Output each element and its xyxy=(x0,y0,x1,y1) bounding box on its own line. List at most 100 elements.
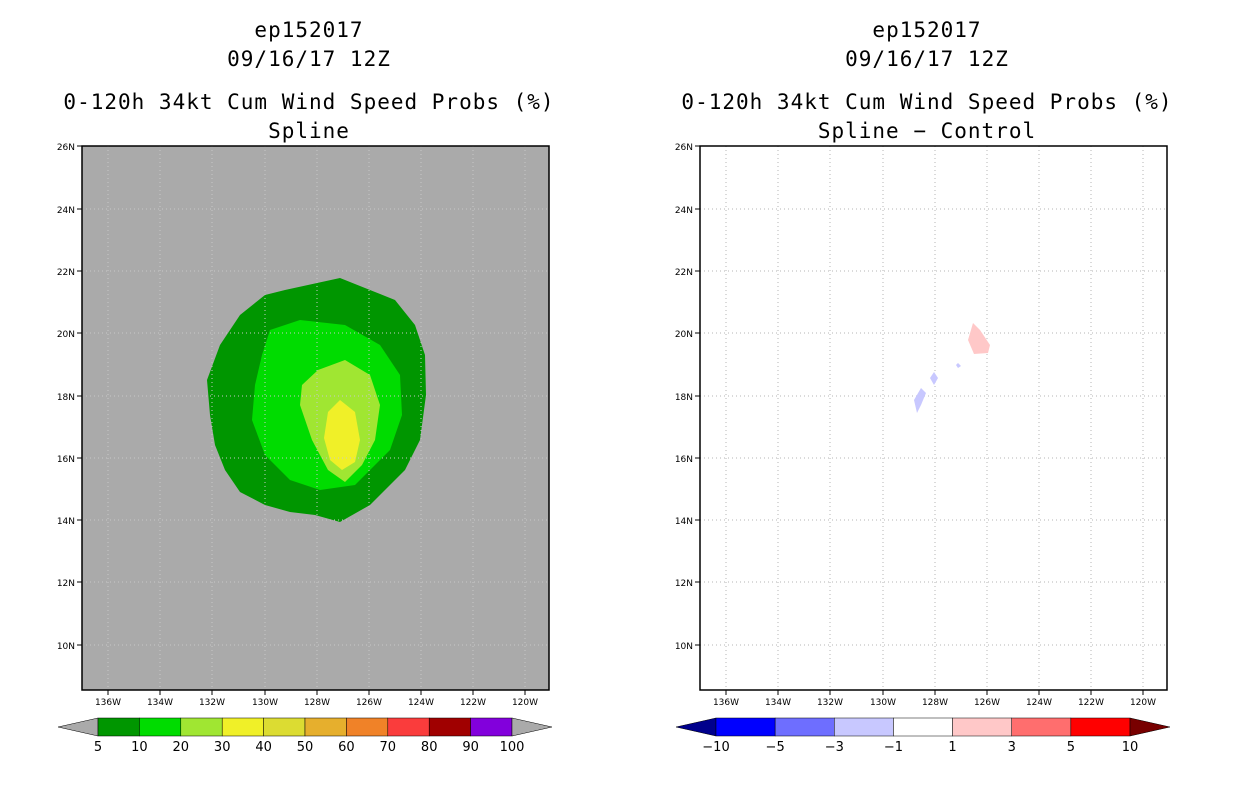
lon-label: 126W xyxy=(974,698,1000,708)
map-gridlines xyxy=(700,146,1167,690)
colorbar-label: 10 xyxy=(1122,740,1139,755)
lon-label: 122W xyxy=(460,698,486,708)
product-title: 0-120h 34kt Cum Wind Speed Probs (%) xyxy=(681,90,1173,114)
lat-label: 18N xyxy=(57,393,75,403)
colorbar-difference: −10 −5 −3 −1 1 3 5 10 xyxy=(675,717,1171,755)
lat-axis xyxy=(695,145,700,646)
subtitle: Spline − Control xyxy=(817,119,1037,143)
lat-label: 16N xyxy=(57,455,75,465)
diff-blob-negative xyxy=(914,388,926,413)
colorbar-swatch xyxy=(180,717,223,737)
colorbar-swatch xyxy=(774,717,835,737)
colorbar-over-arrow xyxy=(511,717,553,737)
colorbar-swatch xyxy=(263,717,306,737)
map-gridlines xyxy=(82,146,549,690)
colorbar-label: 1 xyxy=(948,740,956,755)
colorbar-swatch xyxy=(139,717,182,737)
panel-spline: ep152017 09/16/17 12Z 0-120h 34kt Cum Wi… xyxy=(57,18,555,755)
lon-label: 128W xyxy=(922,698,948,708)
colorbar-label: 60 xyxy=(338,740,355,755)
colorbar-label: −3 xyxy=(825,740,844,755)
lat-label: 10N xyxy=(675,642,693,652)
colorbar-swatch xyxy=(221,717,264,737)
colorbar-swatch xyxy=(1070,717,1131,737)
lat-label: 12N xyxy=(675,579,693,589)
panel-difference: ep152017 09/16/17 12Z 0-120h 34kt Cum Wi… xyxy=(618,0,1236,800)
lat-label: 12N xyxy=(57,579,75,589)
lat-label: 16N xyxy=(675,455,693,465)
colorbar-label: −1 xyxy=(884,740,903,755)
lon-label: 126W xyxy=(356,698,382,708)
colorbar-swatch xyxy=(97,717,140,737)
product-title: 0-120h 34kt Cum Wind Speed Probs (%) xyxy=(63,90,555,114)
prob-contour-30 xyxy=(324,400,360,470)
colorbar-label: 20 xyxy=(173,740,190,755)
colorbar-label: −5 xyxy=(766,740,785,755)
map-background xyxy=(700,146,1167,690)
colorbar-swatch xyxy=(387,717,430,737)
colorbar-label: 70 xyxy=(380,740,397,755)
lon-label: 132W xyxy=(817,698,843,708)
colorbar-swatch xyxy=(304,717,347,737)
lon-label: 130W xyxy=(252,698,278,708)
diff-blob-positive xyxy=(968,323,990,354)
colorbar-swatch xyxy=(470,717,513,737)
colorbar-label: −10 xyxy=(702,740,729,755)
lon-label: 122W xyxy=(1078,698,1104,708)
colorbar-label: 30 xyxy=(214,740,231,755)
storm-id-title: ep152017 xyxy=(254,18,364,42)
colorbar-label: 100 xyxy=(500,740,525,755)
map-frame xyxy=(699,145,1168,691)
lon-axis xyxy=(725,690,1144,695)
datetime-title: 09/16/17 12Z xyxy=(845,47,1009,71)
lat-label: 22N xyxy=(57,268,75,278)
colorbar-swatch xyxy=(834,717,894,737)
diff-blob-negative xyxy=(930,372,938,385)
lon-label: 134W xyxy=(765,698,791,708)
colorbar-under-arrow xyxy=(675,717,717,737)
lat-label: 22N xyxy=(675,268,693,278)
lon-label: 128W xyxy=(304,698,330,708)
lat-label: 24N xyxy=(57,206,75,216)
colorbar-label: 5 xyxy=(1067,740,1075,755)
lon-label: 136W xyxy=(713,698,739,708)
diff-blob-negative xyxy=(956,363,961,368)
lon-label: 130W xyxy=(870,698,896,708)
colorbar-label: 5 xyxy=(94,740,102,755)
colorbar-probability: 5 10 20 30 40 50 60 70 80 90 100 xyxy=(57,717,553,755)
lon-label: 124W xyxy=(1026,698,1052,708)
lat-label: 20N xyxy=(57,330,75,340)
lat-label: 14N xyxy=(675,517,693,527)
subtitle: Spline xyxy=(268,119,350,143)
lon-label: 132W xyxy=(199,698,225,708)
colorbar-swatch xyxy=(893,717,953,737)
difference-map: 26N 24N 22N 20N 18N 16N 14N 12N 10N 136W… xyxy=(675,143,1171,755)
lat-label: 20N xyxy=(675,330,693,340)
datetime-title: 09/16/17 12Z xyxy=(227,47,391,71)
lon-label: 124W xyxy=(408,698,434,708)
colorbar-label: 40 xyxy=(255,740,272,755)
storm-id-title: ep152017 xyxy=(872,18,982,42)
colorbar-label: 80 xyxy=(421,740,438,755)
lat-label: 26N xyxy=(57,143,75,153)
colorbar-swatch xyxy=(952,717,1012,737)
colorbar-label: 90 xyxy=(462,740,479,755)
lon-axis xyxy=(107,690,526,695)
colorbar-swatch xyxy=(346,717,389,737)
colorbar-swatch xyxy=(715,717,776,737)
lon-label: 134W xyxy=(147,698,173,708)
colorbar-label: 50 xyxy=(297,740,314,755)
lat-label: 24N xyxy=(675,206,693,216)
lat-label: 10N xyxy=(57,642,75,652)
colorbar-under-arrow xyxy=(57,717,99,737)
colorbar-swatch xyxy=(428,717,471,737)
colorbar-swatch xyxy=(1011,717,1072,737)
lon-label: 120W xyxy=(512,698,538,708)
lat-label: 26N xyxy=(675,143,693,153)
lat-axis xyxy=(77,145,82,646)
lat-label: 18N xyxy=(675,393,693,403)
colorbar-label: 3 xyxy=(1008,740,1016,755)
map-frame xyxy=(81,145,550,691)
lat-label: 14N xyxy=(57,517,75,527)
lon-label: 120W xyxy=(1130,698,1156,708)
